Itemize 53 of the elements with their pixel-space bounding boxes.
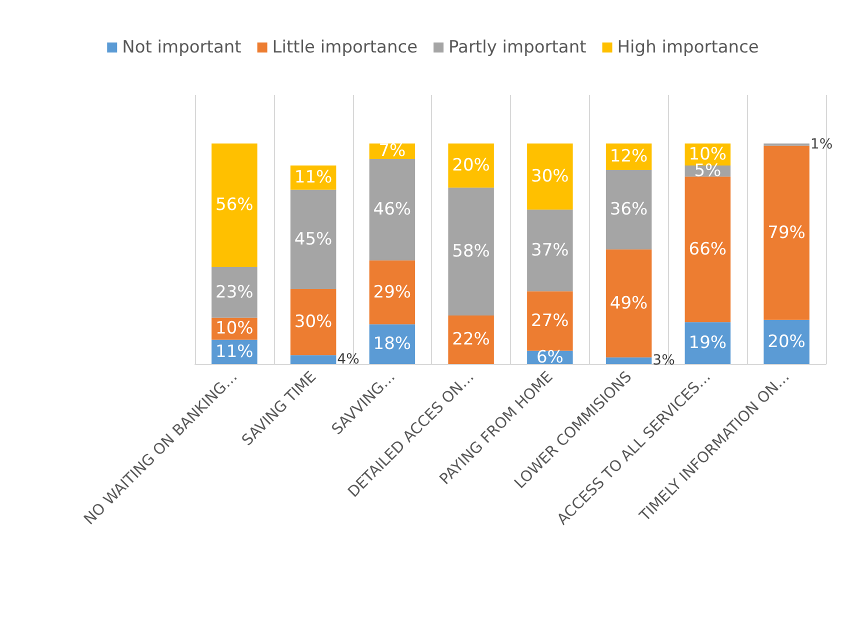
- bar: [684, 322, 731, 364]
- data-label: 3%: [652, 352, 675, 369]
- data-label: 27%: [531, 311, 569, 332]
- data-label: 30%: [294, 312, 332, 332]
- data-label: 22%: [452, 330, 490, 350]
- data-label: 20%: [452, 156, 490, 176]
- bar: [448, 188, 494, 316]
- data-label: 36%: [610, 200, 648, 220]
- data-label: 29%: [373, 282, 412, 302]
- data-label: 11%: [216, 342, 254, 362]
- bar: [290, 355, 336, 364]
- legend-label: Not important: [122, 38, 242, 58]
- data-label: 5%: [694, 161, 722, 182]
- bar: [527, 210, 573, 292]
- data-label: 66%: [688, 239, 727, 260]
- bar: [369, 260, 416, 324]
- bar: [448, 315, 494, 364]
- bar: [290, 190, 336, 290]
- data-label: 49%: [610, 293, 648, 314]
- data-label: 58%: [452, 242, 490, 262]
- bar: [448, 144, 494, 188]
- bar: [684, 176, 731, 322]
- data-label: 4%: [337, 352, 360, 368]
- data-label: 1%: [810, 136, 833, 153]
- data-label: 20%: [768, 332, 806, 352]
- bar: [764, 320, 810, 364]
- data-label: 10%: [216, 318, 254, 339]
- data-label: 30%: [531, 166, 569, 187]
- bar: [290, 289, 336, 356]
- legend-label: High importance: [617, 38, 759, 58]
- data-label: 46%: [373, 200, 412, 220]
- data-label: 11%: [294, 168, 332, 188]
- data-label: 79%: [768, 222, 806, 243]
- bar: [606, 170, 652, 250]
- bar: [212, 144, 258, 267]
- legend-label: Little importance: [272, 38, 418, 58]
- data-label: 6%: [536, 347, 564, 368]
- bar: [606, 357, 652, 364]
- bar: [527, 144, 573, 210]
- legend-label: Partly important: [448, 38, 587, 58]
- bar: [764, 146, 810, 320]
- data-label: 23%: [216, 282, 254, 302]
- data-label: 7%: [378, 141, 406, 162]
- data-label: 12%: [610, 146, 648, 167]
- data-label: 18%: [373, 334, 412, 354]
- data-label: 56%: [216, 195, 254, 216]
- bar: [212, 266, 258, 318]
- bar: [369, 158, 416, 260]
- data-label: 37%: [531, 240, 569, 260]
- bar: [527, 291, 573, 351]
- bar: [606, 249, 652, 358]
- data-label: 19%: [688, 333, 727, 354]
- data-label: 45%: [294, 229, 332, 250]
